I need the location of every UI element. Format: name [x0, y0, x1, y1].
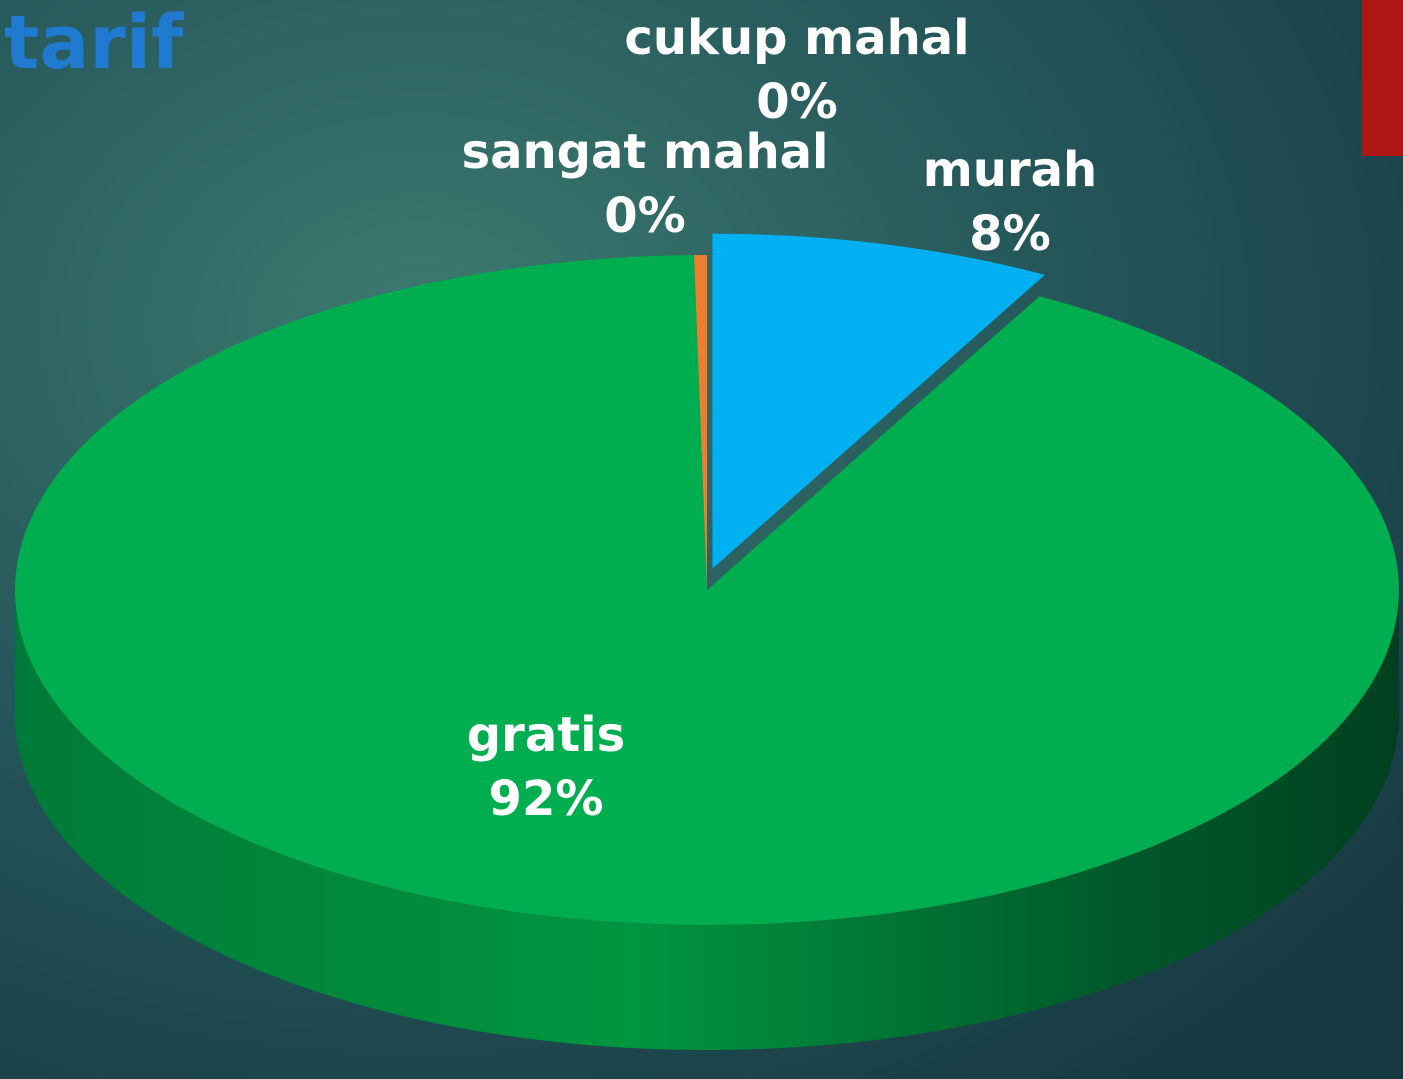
accent-bar [1362, 0, 1403, 156]
slice-label: murah [923, 142, 1097, 198]
value-label: 8% [969, 206, 1051, 262]
slice-label: gratis [467, 707, 625, 763]
slice-label: cukup mahal [624, 10, 969, 66]
value-label: 92% [489, 771, 604, 827]
value-label: 0% [756, 74, 838, 130]
slice [15, 255, 1399, 925]
pie [15, 233, 1399, 1050]
slice-side [15, 590, 1399, 1050]
slice [693, 255, 707, 590]
chart-title: tarif [4, 0, 184, 86]
slice [712, 233, 1045, 569]
value-label: 0% [604, 188, 686, 244]
slice-label: sangat mahal [462, 124, 829, 180]
